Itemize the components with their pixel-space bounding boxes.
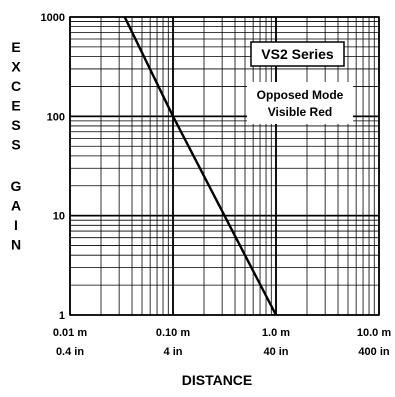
series-layer (123, 16, 278, 316)
y-tick-label: 100 (47, 111, 65, 123)
x-tick-label-metric: 0.10 m (156, 327, 190, 339)
y-axis-label-letter: A (11, 198, 21, 214)
x-tick-label-imperial: 4 in (164, 346, 183, 358)
y-axis-label-letter: S (11, 137, 20, 153)
tick-labels: 1 10 100 1000 0.01 m 0.4 in 0.10 m 4 in 1.0 m 40 … (41, 12, 392, 358)
x-tick-label-metric: 0.01 m (53, 327, 87, 339)
x-tick-label-metric: 10.0 m (357, 327, 391, 339)
mode-line-2: Visible Red (268, 105, 332, 119)
y-tick-label: 1000 (41, 12, 65, 24)
y-axis-label-letter: X (11, 59, 21, 75)
y-axis-label-letter: C (11, 78, 21, 94)
plot-border (69, 16, 380, 316)
x-tick-label-imperial: 0.4 in (56, 346, 84, 358)
mode-line-1: Opposed Mode (257, 88, 344, 102)
y-axis-label-letter: I (14, 217, 18, 233)
y-tick-label: 1 (59, 310, 65, 322)
series-line (123, 16, 278, 316)
x-tick-label-metric: 1.0 m (262, 327, 290, 339)
series-title: VS2 Series (261, 46, 334, 62)
y-axis-label-letter: N (11, 237, 21, 253)
mode-box (247, 82, 353, 124)
y-axis-label-letter: S (11, 117, 20, 133)
x-tick-label-imperial: 400 in (358, 346, 389, 358)
x-tick-label-imperial: 40 in (263, 346, 288, 358)
y-tick-label: 10 (53, 211, 65, 223)
y-axis-label-letter: E (11, 98, 20, 114)
y-axis-label-letter: E (11, 39, 20, 55)
y-axis-label-letter: G (11, 178, 22, 194)
x-axis-label: DISTANCE (182, 372, 253, 388)
series-title-box (250, 41, 345, 67)
